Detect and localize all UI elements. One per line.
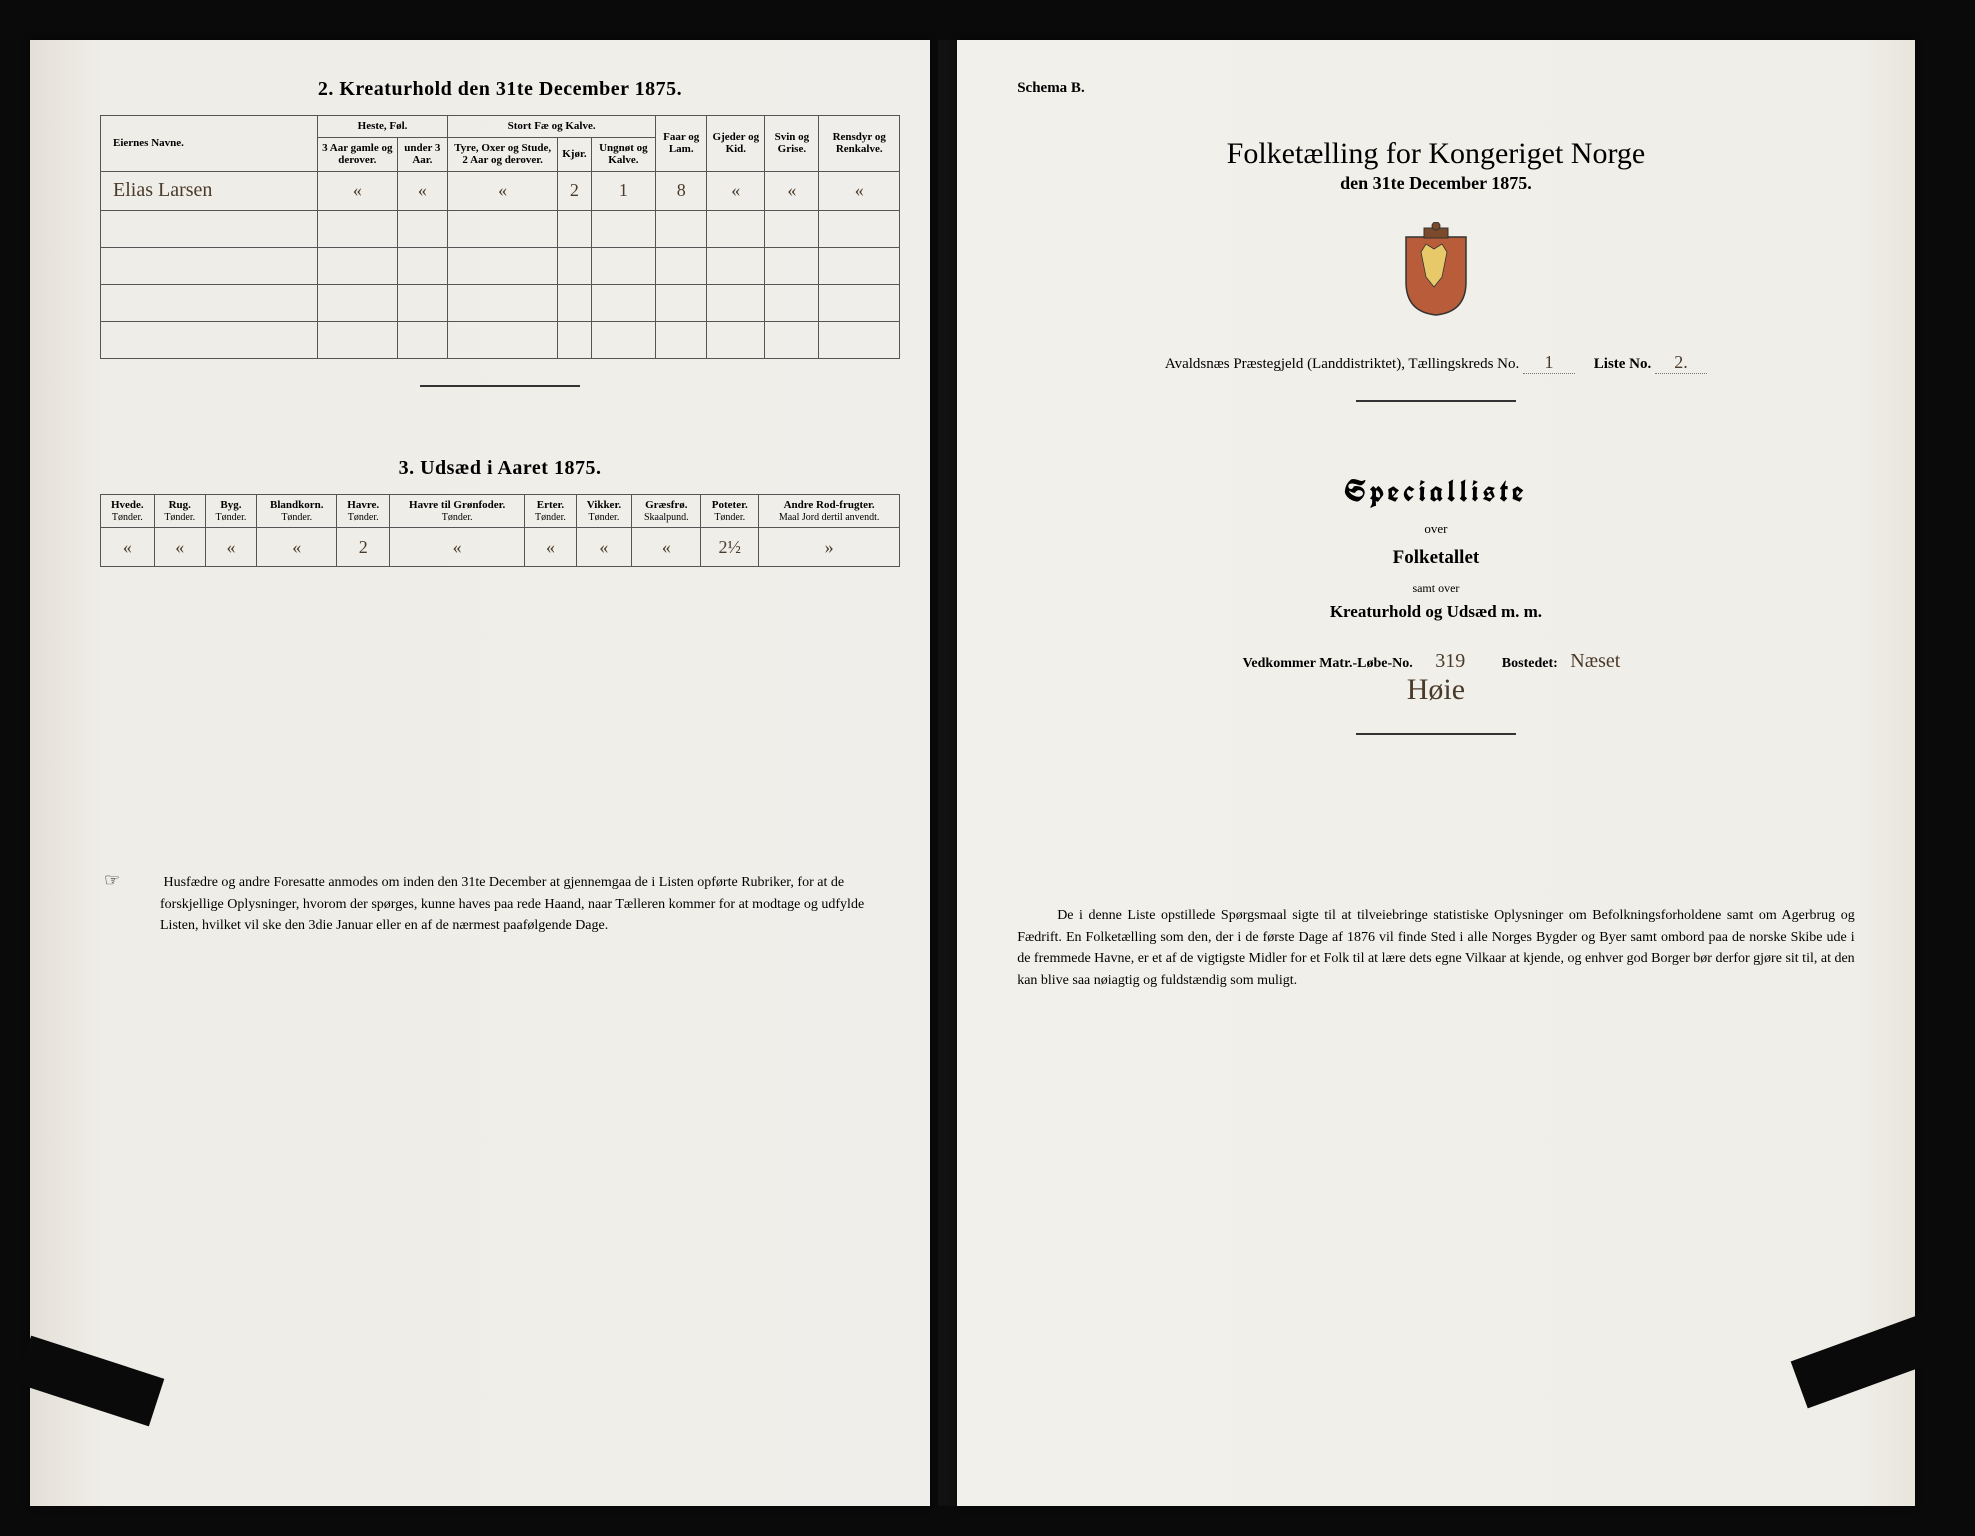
rule [420,385,580,387]
clip-left [16,1336,165,1427]
schema-label: Schema B. [1017,80,1855,97]
right-footnote: De i denne Liste opstillede Spørgsmaal s… [1017,905,1855,992]
section2-title: 2. Kreaturhold den 31te December 1875. [100,78,900,101]
footnote-text: Husfædre og andre Foresatte anmodes om i… [160,875,864,933]
right-page: Schema B. Folketælling for Kongeriget No… [957,40,1915,1506]
th-rug: Rug.Tønder. [154,494,205,527]
cell-stort-a: « [448,171,558,210]
th-byg: Byg.Tønder. [205,494,256,527]
th-havre: Havre.Tønder. [337,494,390,527]
c-havre: 2 [337,528,390,567]
c-byg: « [205,528,256,567]
specialliste: Specialliste [1017,472,1855,511]
empty-row [101,284,900,321]
cell-svin: « [765,171,819,210]
cell-rens: « [819,171,900,210]
th-rens: Rensdyr og Renkalve. [819,116,900,172]
seed-row: « « « « 2 « « « « 2½ » [101,528,900,567]
th-vikker: Vikker.Tønder. [576,494,632,527]
c-andre: » [759,528,900,567]
pointer-icon: ☞ [132,867,156,894]
th-andre: Andre Rod-frugter.Maal Jord dertil anven… [759,494,900,527]
th-name: Eiernes Navne. [101,116,318,172]
coat-of-arms-icon [1017,222,1855,322]
kreds-no: 1 [1523,352,1575,374]
empty-row [101,210,900,247]
c-erter: « [525,528,576,567]
folketallet: Folketallet [1017,547,1855,569]
th-heste: Heste, Føl. [318,116,448,138]
rule [1356,400,1516,402]
vedk-label1: Vedkommer Matr.-Løbe-No. [1243,656,1413,671]
th-bland: Blandkorn.Tønder. [257,494,337,527]
clip-right [1790,1314,1939,1409]
liste-label: Liste No. [1594,356,1652,372]
th-stort-b: Kjør. [558,137,591,171]
samt-over: samt over [1017,581,1855,596]
c-vikker: « [576,528,632,567]
c-graes: « [632,528,701,567]
book-gutter [938,40,957,1506]
table-livestock: Eiernes Navne. Heste, Føl. Stort Fæ og K… [100,115,900,359]
district-prefix: Avaldsnæs Præstegjeld (Landdistriktet), … [1165,356,1519,372]
th-stort-a: Tyre, Oxer og Stude, 2 Aar og derover. [448,137,558,171]
th-graes: Græsfrø.Skaalpund. [632,494,701,527]
cell-stort-c: 1 [591,171,656,210]
cell-name: Elias Larsen [101,171,318,210]
th-stort-c: Ungnøt og Kalve. [591,137,656,171]
c-havre-g: « [389,528,524,567]
c-poteter: 2½ [701,528,759,567]
th-erter: Erter.Tønder. [525,494,576,527]
matr-no: 319 [1416,650,1484,673]
cell-faar: 8 [656,171,707,210]
th-gjed: Gjeder og Kid. [707,116,765,172]
th-poteter: Poteter.Tønder. [701,494,759,527]
th-havre-g: Havre til Grønfoder.Tønder. [389,494,524,527]
th-heste-a: 3 Aar gamle og derover. [318,137,398,171]
bosted: Næset [1561,650,1629,673]
cell-gjed: « [707,171,765,210]
c-rug: « [154,528,205,567]
district-line: Avaldsnæs Præstegjeld (Landdistriktet), … [1017,352,1855,374]
liste-no: 2. [1655,352,1707,374]
th-stort: Stort Fæ og Kalve. [448,116,656,138]
census-subtitle: den 31te December 1875. [1017,173,1855,194]
vedk-label2: Bostedet: [1502,656,1558,671]
kreaturhold: Kreaturhold og Udsæd m. m. [1017,602,1855,622]
book-spread: 2. Kreaturhold den 31te December 1875. E… [0,0,1975,1536]
bosted-extra: Høie [1017,673,1855,707]
cell-stort-b: 2 [558,171,591,210]
empty-row [101,321,900,358]
left-footnote: ☞ Husfædre og andre Foresatte anmodes om… [100,867,900,936]
empty-row [101,247,900,284]
table-seed: 3. Udsæd i Aaret 1875. Hvede.Tønder. Rug… [100,457,900,567]
th-hvede: Hvede.Tønder. [101,494,155,527]
livestock-row: Elias Larsen « « « 2 1 8 « « « [101,171,900,210]
over: over [1017,521,1855,537]
th-heste-b: under 3 Aar. [397,137,447,171]
cell-heste-a: « [318,171,398,210]
section3-title: 3. Udsæd i Aaret 1875. [100,457,900,480]
left-page: 2. Kreaturhold den 31te December 1875. E… [30,40,930,1506]
c-bland: « [257,528,337,567]
th-faar: Faar og Lam. [656,116,707,172]
th-svin: Svin og Grise. [765,116,819,172]
rule [1356,733,1516,735]
vedkommer-line: Vedkommer Matr.-Løbe-No. 319 Bostedet: N… [1017,650,1855,673]
cell-heste-b: « [397,171,447,210]
census-title: Folketælling for Kongeriget Norge [1017,137,1855,171]
c-hvede: « [101,528,155,567]
